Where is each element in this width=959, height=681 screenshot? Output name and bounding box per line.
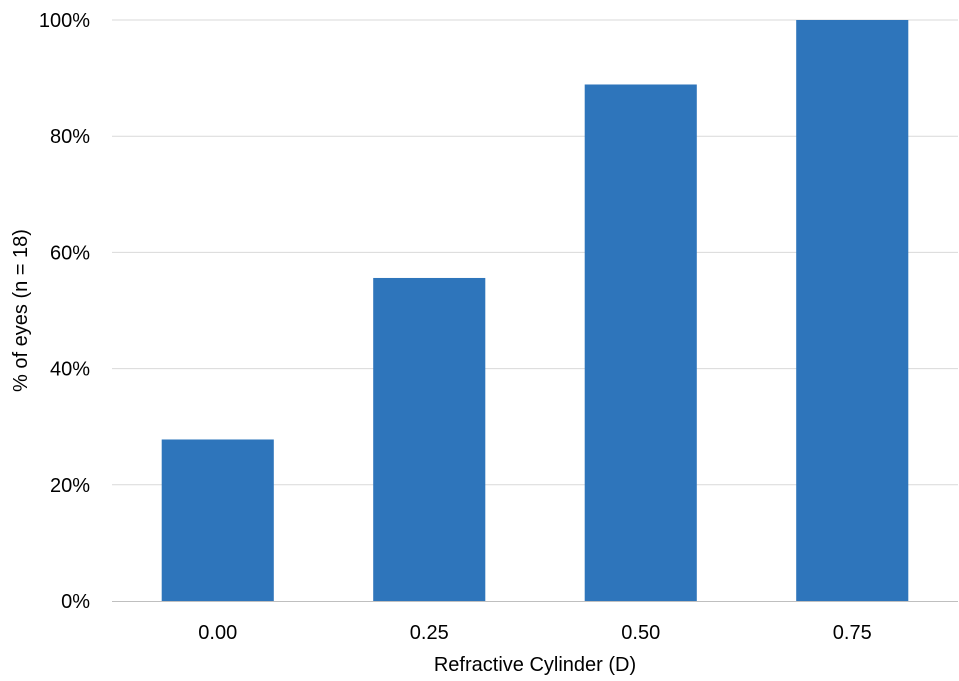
y-tick-label: 20% [50,475,90,497]
bar-0.75 [796,20,909,601]
y-tick-label: 0% [61,591,90,613]
y-tick-label: 80% [50,126,90,148]
x-tick-label: 0.00 [198,622,237,644]
bar-0.50 [584,84,697,602]
x-tick-label: 0.25 [410,622,449,644]
y-axis-title: % of eyes (n = 18) [10,229,32,392]
y-tick-label: 40% [50,359,90,381]
y-tick-label: 100% [39,10,90,32]
y-tick-label: 60% [50,242,90,264]
y-axis-tick-labels: 0% 20% 40% 60% 80% 100% [39,10,90,613]
bar-0.00 [161,439,274,601]
x-tick-label: 0.50 [621,622,660,644]
x-axis-title: Refractive Cylinder (D) [434,654,636,676]
x-tick-label: 0.75 [833,622,872,644]
bars [161,20,909,602]
bar-0.25 [373,277,486,601]
x-axis-tick-labels: 0.00 0.25 0.50 0.75 [198,622,871,644]
